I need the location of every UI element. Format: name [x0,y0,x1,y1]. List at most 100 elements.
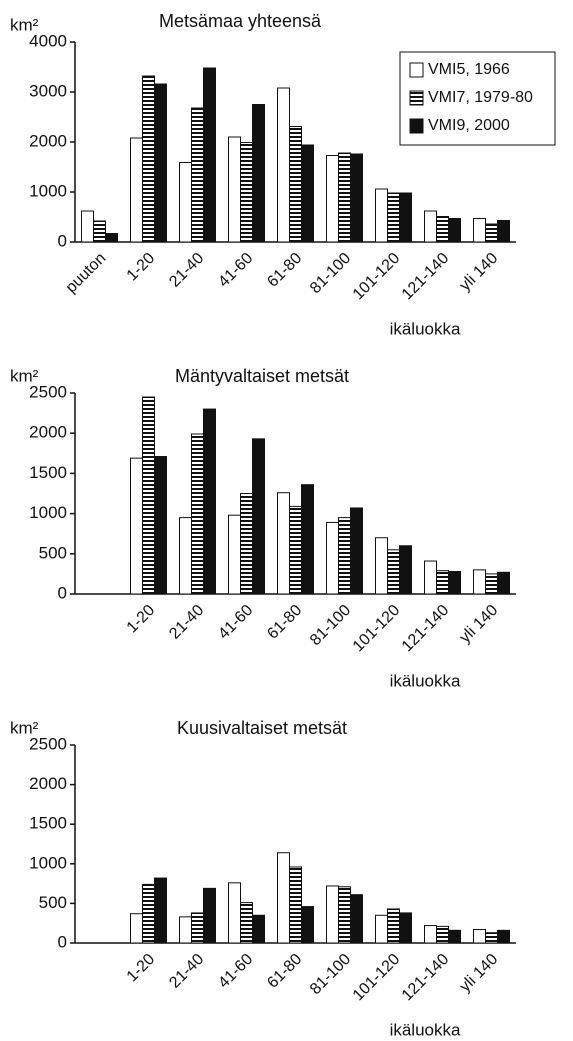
legend-swatch [409,62,424,78]
y-tick-label: 2500 [29,734,67,753]
x-tick-label: 21-40 [166,951,207,992]
bar [289,126,302,243]
legend-label: VMI5, 1966 [428,61,510,78]
x-axis-label: ikäluokka [390,1020,461,1039]
bar [436,216,449,243]
bar [277,492,290,595]
x-tick-label: 1-20 [124,951,159,986]
bar [142,75,155,243]
bar [179,162,192,243]
bar [191,433,204,595]
bar [130,137,143,243]
chart-title: Kuusivaltaiset metsät [177,718,347,738]
y-axis-label: km² [10,366,39,385]
x-tick-label: 81-100 [307,951,354,998]
x-tick-label: 101-120 [350,250,404,304]
bar [289,866,302,944]
y-tick-label: 2000 [29,774,67,793]
bar [240,902,253,944]
bar [424,210,437,243]
x-tick-label: yli 140 [457,602,502,647]
x-tick-label: yli 140 [457,250,502,295]
bar [252,104,265,243]
chart-title: Metsämaa yhteensä [159,11,322,31]
x-tick-label: 61-80 [264,602,305,643]
x-tick-label: 81-100 [307,602,354,649]
y-axis-label: km² [10,718,39,737]
bar [142,396,155,595]
bar [326,155,339,243]
bar [289,505,302,595]
bar [399,545,412,595]
x-tick-label: 41-60 [215,250,256,291]
bar [350,153,363,243]
legend-label: VMI9, 2000 [428,117,510,134]
x-tick-label: 21-40 [166,250,207,291]
bar [497,929,510,944]
x-tick-label: 21-40 [166,602,207,643]
bar [399,912,412,944]
x-tick-label: 101-120 [350,951,404,1005]
bar [350,894,363,944]
x-tick-label: yli 140 [457,951,502,996]
y-tick-label: 500 [39,543,67,562]
bar [375,914,388,944]
bar [387,192,400,243]
bar [436,570,449,595]
x-tick-label: 101-120 [350,602,404,656]
y-tick-label: 2500 [29,382,67,401]
bar [191,912,204,944]
x-tick-label: 81-100 [307,250,354,297]
bar [436,925,449,944]
bar [301,144,314,243]
x-tick-label: 41-60 [215,951,256,992]
x-tick-label: 121-140 [399,602,453,656]
legend-swatch [409,118,424,134]
bar [277,852,290,944]
bar [326,885,339,944]
bar [326,521,339,595]
bar [228,136,241,243]
bar [387,549,400,595]
bar [277,87,290,243]
x-axis-label: ikäluokka [390,671,461,690]
bar [338,886,351,944]
bar [203,887,216,944]
bar [93,220,106,243]
bar [338,517,351,595]
bar [473,218,486,243]
x-tick-label: 41-60 [215,602,256,643]
bar [228,514,241,595]
bar [424,560,437,595]
y-tick-label: 0 [58,932,67,951]
x-tick-label: 1-20 [124,602,159,637]
bar [448,570,461,595]
y-tick-label: 2000 [29,423,67,442]
bar [399,192,412,243]
bar [252,438,265,595]
y-tick-label: 3000 [29,81,67,100]
bar [485,223,498,243]
bar [497,571,510,595]
bar [473,569,486,595]
x-tick-label: 121-140 [399,250,453,304]
bar [240,142,253,243]
bar [424,925,437,944]
bar [228,882,241,944]
bar [485,573,498,595]
y-tick-label: 1000 [29,503,67,522]
bar [448,929,461,944]
bar [338,152,351,243]
y-tick-label: 0 [58,231,67,250]
legend-label: VMI7, 1979-80 [428,89,533,106]
bar [203,408,216,595]
bar [252,914,265,944]
legend-swatch [409,90,424,106]
y-tick-label: 0 [58,583,67,602]
bar [497,220,510,243]
x-tick-label: 61-80 [264,951,305,992]
y-axis-label: km² [10,15,39,34]
y-tick-label: 2000 [29,131,67,150]
bar [301,484,314,595]
